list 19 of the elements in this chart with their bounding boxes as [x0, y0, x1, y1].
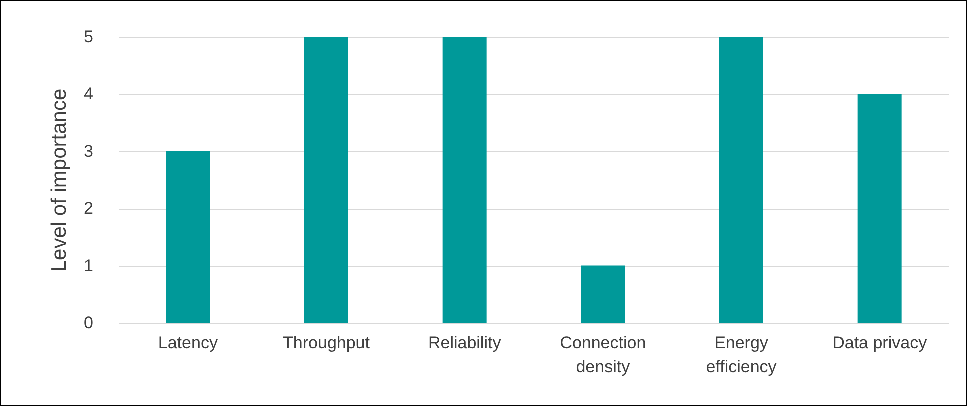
y-tick-label: 4: [84, 84, 94, 104]
bar: [442, 37, 487, 323]
x-tick-label: Energy efficiency: [706, 334, 778, 376]
y-axis-title: Level of importance: [48, 88, 72, 272]
x-tick-label: Latency: [158, 334, 218, 352]
x-tick-label: Reliability: [428, 334, 502, 352]
x-tick-label: Throughput: [283, 334, 370, 352]
x-tick-label: Connection density: [560, 334, 646, 376]
bar: [304, 37, 348, 323]
bar: [858, 94, 902, 323]
bar: [166, 151, 210, 323]
y-tick-label: 5: [84, 28, 94, 46]
y-tick-label: 3: [84, 142, 94, 161]
bar: [720, 37, 764, 323]
y-tick-label: 1: [84, 256, 94, 276]
bar: [581, 266, 626, 323]
x-tick-label: Data privacy: [832, 334, 928, 352]
y-tick-label: 2: [84, 199, 94, 218]
y-tick-label: 0: [84, 314, 94, 332]
